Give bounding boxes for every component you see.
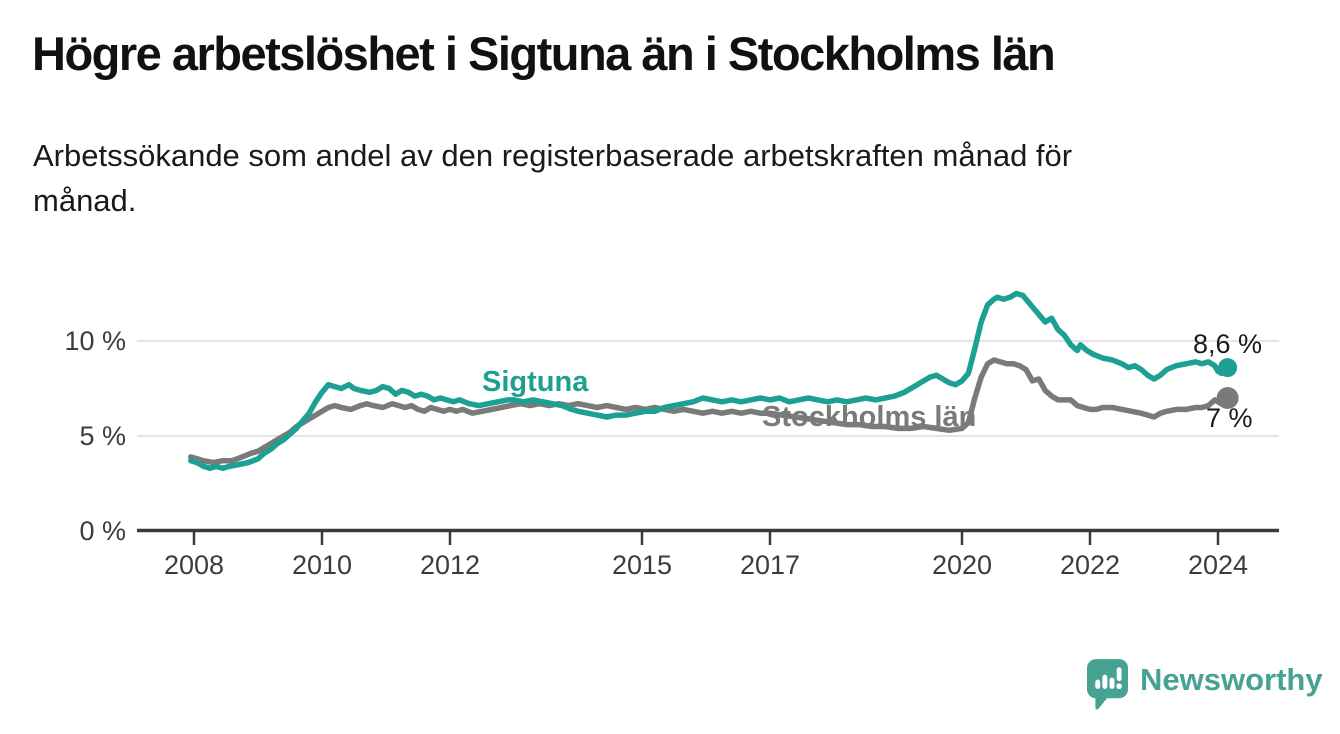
logo-exclamation-dot (1116, 683, 1122, 690)
stockholms-lan-line (188, 357, 1231, 466)
y-tick-label: 5 % (79, 421, 126, 451)
brand-name: Newsworthy (1140, 662, 1323, 697)
x-tick-label: 2012 (420, 550, 480, 580)
series-label-sigtuna: Sigtuna (482, 366, 589, 398)
x-tick-label: 2008 (164, 550, 224, 580)
end-value-label-stockholms-lan: 7 % (1206, 403, 1253, 433)
x-tick-label: 2024 (1188, 550, 1248, 580)
x-tick-label: 2010 (292, 550, 352, 580)
end-value-label-sigtuna: 8,6 % (1193, 329, 1263, 359)
x-tick-label: 2017 (740, 550, 800, 580)
y-tick-label: 10 % (64, 326, 126, 356)
logo-bar-1 (1095, 679, 1101, 689)
x-tick-label: 2020 (932, 550, 992, 580)
y-tick-label: 0 % (79, 516, 126, 546)
series-label-stockholms-lan: Stockholms län (762, 401, 977, 433)
chart-subtitle: Arbetssökande som andel av den registerb… (33, 138, 1073, 218)
x-tick-label: 2015 (612, 550, 672, 580)
logo-exclamation-bar (1116, 667, 1122, 682)
stockholms-lan-end-dot (1216, 387, 1239, 409)
newsworthy-logo-icon (1086, 659, 1129, 710)
x-tick-label: 2022 (1060, 550, 1120, 580)
logo-bar-2 (1102, 674, 1108, 689)
sigtuna-line (188, 290, 1231, 472)
page-title: Högre arbetslöshet i Sigtuna än i Stockh… (32, 27, 1056, 80)
sigtuna-end-dot (1218, 358, 1238, 378)
logo-bar-3 (1109, 677, 1115, 689)
logo-bubble (1086, 659, 1129, 710)
newsworthy-brand: Newsworthy (1086, 658, 1323, 714)
